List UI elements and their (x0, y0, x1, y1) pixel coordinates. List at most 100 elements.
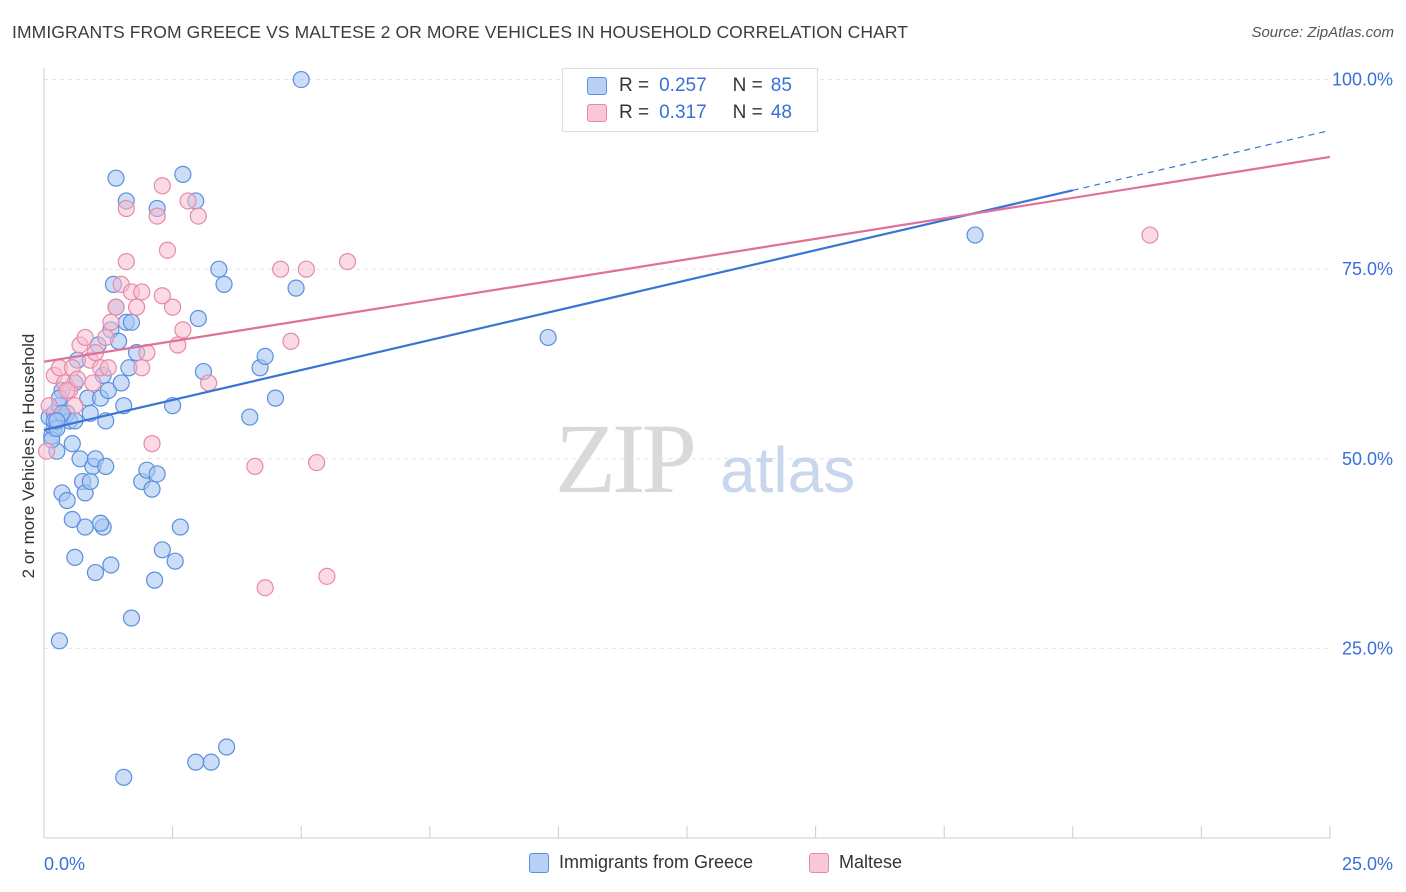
data-point-greece (166, 552, 184, 570)
data-point-maltese (102, 313, 120, 331)
data-point-maltese (318, 567, 336, 585)
data-point-maltese (1141, 226, 1159, 244)
data-point-maltese (153, 177, 171, 195)
legend-n-value: 85 (770, 75, 792, 96)
x-tick-label: 0.0% (44, 854, 85, 874)
data-point-maltese (127, 298, 146, 316)
data-point-maltese (99, 359, 117, 377)
data-point-maltese (117, 253, 135, 271)
data-point-greece (266, 389, 285, 407)
data-point-maltese (158, 241, 177, 259)
data-point-greece (97, 457, 115, 475)
data-point-maltese (37, 442, 56, 460)
legend-swatch-maltese (587, 104, 607, 122)
data-point-maltese (179, 192, 197, 210)
y-axis-label: 2 or more Vehicles in Household (19, 334, 38, 579)
trend-line-greece (43, 189, 1074, 432)
data-point-greece (115, 768, 133, 786)
watermark-zip: ZIP (555, 403, 693, 514)
data-point-greece (292, 70, 310, 89)
y-tick-label: 100.0% (1332, 70, 1393, 90)
data-point-greece (189, 309, 207, 328)
bottom-legend-greece: Immigrants from Greece (529, 852, 753, 873)
data-point-maltese (164, 298, 182, 316)
data-point-maltese (282, 332, 300, 350)
data-point-greece (63, 435, 81, 453)
data-point-greece (171, 518, 189, 536)
stats-legend: R = 0.257 N = 85 R = 0.317 N = 48 (562, 68, 818, 132)
data-point-maltese (133, 283, 151, 301)
data-point-maltese (58, 381, 76, 400)
data-point-greece (287, 279, 305, 297)
trend-line-greece-extension (1072, 129, 1331, 191)
data-point-greece (122, 609, 141, 627)
legend-n-label: N = (732, 102, 763, 123)
legend-n-value: 48 (770, 102, 792, 123)
data-point-maltese (272, 260, 290, 278)
data-point-maltese (200, 374, 218, 392)
legend-row-maltese: R = 0.317 N = 48 (587, 101, 792, 125)
legend-r-label: R = (619, 102, 650, 123)
data-point-maltese (256, 579, 274, 597)
data-point-maltese (338, 253, 357, 271)
data-point-greece (86, 563, 105, 582)
tick-labels: 25.0% 50.0% 75.0% 100.0% 0.0% 25.0% (44, 70, 1393, 874)
data-point-maltese (84, 374, 102, 392)
data-point-greece (107, 169, 125, 187)
bottom-legend-swatch-greece (529, 852, 549, 873)
legend-row-greece: R = 0.257 N = 85 (587, 74, 792, 98)
watermark: ZIP atlas (555, 403, 855, 514)
data-point-greece (122, 313, 141, 331)
series-immigrants-from-greece (40, 70, 984, 786)
data-point-greece (539, 328, 557, 347)
data-point-maltese (143, 435, 161, 453)
chart-title: IMMIGRANTS FROM GREECE VS MALTESE 2 OR M… (12, 22, 909, 42)
data-point-maltese (117, 199, 135, 218)
data-point-maltese (76, 328, 94, 347)
legend-r-value: 0.317 (659, 102, 707, 123)
data-point-maltese (174, 321, 192, 339)
data-point-greece (256, 347, 274, 366)
x-tick-label: 25.0% (1342, 854, 1393, 874)
data-point-greece (48, 412, 66, 430)
data-point-greece (187, 753, 205, 771)
data-point-maltese (40, 397, 58, 415)
data-point-greece (91, 514, 110, 532)
data-point-greece (76, 518, 94, 536)
data-point-greece (50, 632, 69, 650)
data-point-greece (148, 465, 166, 483)
legend-n-label: N = (732, 75, 763, 96)
data-point-maltese (68, 370, 87, 388)
trend-line-maltese (43, 155, 1331, 363)
data-point-greece (218, 738, 236, 756)
data-point-maltese (148, 207, 166, 225)
data-point-greece (58, 491, 76, 510)
data-point-maltese (107, 298, 125, 316)
y-tick-label: 25.0% (1342, 638, 1393, 658)
data-point-maltese (308, 453, 326, 472)
data-point-maltese (133, 359, 151, 377)
data-point-greece (99, 381, 117, 400)
data-point-greece (66, 548, 84, 566)
bottom-legend-label-maltese: Maltese (839, 852, 903, 872)
watermark-atlas: atlas (720, 434, 855, 506)
data-point-greece (215, 275, 233, 293)
trend-lines (43, 129, 1331, 432)
data-point-greece (112, 374, 130, 392)
y-tick-label: 75.0% (1342, 259, 1393, 279)
data-point-greece (202, 753, 220, 771)
data-point-greece (241, 408, 259, 426)
data-point-maltese (66, 397, 84, 415)
data-point-greece (143, 480, 161, 498)
series-maltese (37, 177, 1159, 597)
source-label: Source: ZipAtlas.com (1251, 24, 1394, 41)
data-point-greece (145, 571, 164, 589)
data-point-greece (210, 260, 228, 278)
legend-r-label: R = (619, 75, 650, 96)
legend-r-value: 0.257 (659, 75, 707, 96)
bottom-legend-label-greece: Immigrants from Greece (559, 852, 754, 872)
data-point-greece (174, 165, 192, 183)
y-tick-label: 50.0% (1342, 449, 1393, 469)
data-point-greece (966, 226, 984, 244)
